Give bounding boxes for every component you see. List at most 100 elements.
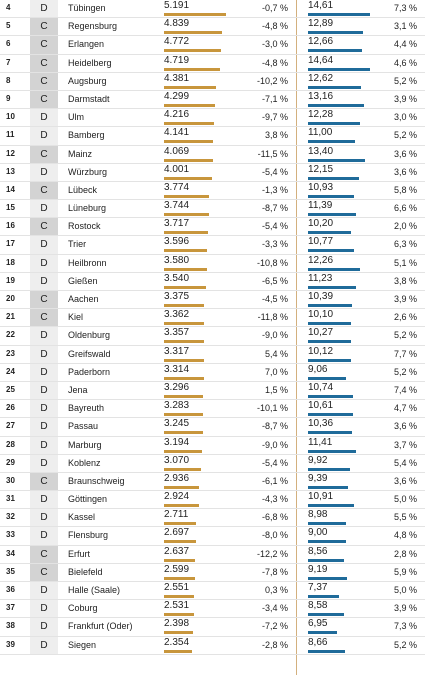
value-bar-right xyxy=(308,194,354,198)
value-bar-right xyxy=(308,467,350,471)
city-cell: Marburg xyxy=(68,439,102,450)
change-cell-right: 2,8 % xyxy=(393,548,417,559)
change-cell-left: 3,8 % xyxy=(264,130,288,141)
rank-cell: 15 xyxy=(6,203,15,213)
value-cell-right: 13,16 xyxy=(308,90,334,102)
value-cell-right: 6,95 xyxy=(308,618,328,630)
change-cell-left: -8,0 % xyxy=(261,530,288,541)
table-row: 37 D Coburg 2.531 -3,4 % 8,58 3,9 % xyxy=(0,600,425,619)
change-cell-right: 7,7 % xyxy=(393,348,417,359)
city-cell: Mainz xyxy=(68,148,93,159)
table-row: 39 D Siegen 2.354 -2,8 % 8,66 5,2 % xyxy=(0,636,425,655)
table-row: 24 D Paderborn 3.314 7,0 % 9,06 5,2 % xyxy=(0,363,425,382)
city-cell: Augsburg xyxy=(68,75,107,86)
table-row: 28 D Marburg 3.194 -9,0 % 11,41 3,7 % xyxy=(0,436,425,455)
value-bar-right xyxy=(308,140,355,144)
value-bar-left xyxy=(164,85,216,89)
type-cell: D xyxy=(30,363,58,381)
value-cell-right: 11,00 xyxy=(308,127,333,139)
value-bar-left xyxy=(164,194,209,198)
change-cell-right: 3,6 % xyxy=(393,148,417,159)
value-cell-left: 4.001 xyxy=(164,163,190,175)
value-bar-left xyxy=(164,558,195,562)
value-cell-left: 3.774 xyxy=(164,181,190,193)
value-cell-left: 3.744 xyxy=(164,200,190,212)
value-cell-right: 10,61 xyxy=(308,400,334,412)
value-cell-left: 3.540 xyxy=(164,272,190,284)
type-cell: D xyxy=(30,527,58,545)
value-bar-right xyxy=(308,449,356,453)
change-cell-right: 5,2 % xyxy=(393,330,417,341)
value-bar-left xyxy=(164,49,221,53)
value-cell-right: 9,39 xyxy=(308,472,328,484)
change-cell-left: -0,7 % xyxy=(261,3,288,13)
change-cell-left: -9,7 % xyxy=(261,112,288,123)
rank-cell: 8 xyxy=(6,75,11,85)
type-cell: C xyxy=(30,181,58,200)
value-cell-left: 2.531 xyxy=(164,600,190,612)
value-cell-left: 3.317 xyxy=(164,345,190,357)
value-cell-right: 9,00 xyxy=(308,527,328,539)
value-cell-right: 10,39 xyxy=(308,291,334,302)
city-cell: Bayreuth xyxy=(68,403,105,414)
value-bar-left xyxy=(164,413,203,417)
change-cell-right: 5,1 % xyxy=(393,257,417,268)
value-cell-left: 2.398 xyxy=(164,618,190,630)
city-cell: Passau xyxy=(68,421,99,432)
table-row: 4 D Tübingen 5.191 -0,7 % 14,61 7,3 % xyxy=(0,0,425,19)
value-cell-left: 4.216 xyxy=(164,109,190,121)
value-bar-left xyxy=(164,631,193,635)
change-cell-right: 5,2 % xyxy=(393,366,417,377)
type-cell: D xyxy=(30,236,58,254)
value-bar-right xyxy=(308,522,346,526)
value-bar-left xyxy=(164,540,196,544)
value-bar-right xyxy=(308,249,354,253)
value-cell-left: 3.717 xyxy=(164,218,190,230)
value-cell-right: 12,15 xyxy=(308,163,334,175)
value-cell-left: 5.191 xyxy=(164,0,190,11)
city-cell: Regensburg xyxy=(68,21,118,32)
value-bar-right xyxy=(308,485,348,489)
value-cell-left: 3.296 xyxy=(164,381,190,393)
value-cell-right: 11,39 xyxy=(308,200,333,212)
table-row: 25 D Jena 3.296 1,5 % 10,74 7,4 % xyxy=(0,381,425,401)
value-bar-left xyxy=(164,103,215,107)
rank-cell: 12 xyxy=(6,148,15,158)
value-cell-left: 3.357 xyxy=(164,327,190,339)
change-cell-left: -5,4 % xyxy=(261,166,288,177)
value-bar-right xyxy=(308,31,363,35)
value-bar-right xyxy=(308,558,344,562)
value-cell-right: 10,77 xyxy=(308,236,334,248)
type-cell: D xyxy=(30,127,58,145)
value-bar-right xyxy=(308,576,347,580)
value-cell-right: 10,36 xyxy=(308,418,334,430)
type-cell: D xyxy=(30,400,58,418)
value-cell-left: 3.314 xyxy=(164,363,190,375)
rank-cell: 5 xyxy=(6,21,11,31)
value-cell-left: 2.711 xyxy=(164,509,189,521)
column-divider xyxy=(296,0,297,675)
type-cell: D xyxy=(30,618,58,636)
value-cell-left: 2.936 xyxy=(164,472,190,484)
rank-cell: 11 xyxy=(6,130,15,140)
value-bar-left xyxy=(164,322,204,326)
value-bar-left xyxy=(164,595,194,598)
change-cell-right: 5,2 % xyxy=(393,75,417,86)
type-cell: C xyxy=(30,18,58,36)
city-cell: Tübingen xyxy=(68,3,106,13)
change-cell-right: 5,5 % xyxy=(393,512,417,523)
type-cell: D xyxy=(30,272,58,290)
table-row: 19 D Gießen 3.540 -6,5 % 11,23 3,8 % xyxy=(0,272,425,291)
type-cell: C xyxy=(30,54,58,72)
rank-cell: 39 xyxy=(6,639,15,649)
change-cell-left: -6,1 % xyxy=(261,475,288,486)
change-cell-right: 5,9 % xyxy=(393,566,417,577)
value-bar-left xyxy=(164,122,214,126)
type-cell: D xyxy=(30,254,58,272)
rank-cell: 24 xyxy=(6,366,15,376)
rank-cell: 36 xyxy=(6,585,15,594)
value-bar-right xyxy=(308,231,351,235)
change-cell-left: -3,3 % xyxy=(261,239,288,250)
value-bar-left xyxy=(164,576,195,580)
value-bar-right xyxy=(308,394,353,398)
